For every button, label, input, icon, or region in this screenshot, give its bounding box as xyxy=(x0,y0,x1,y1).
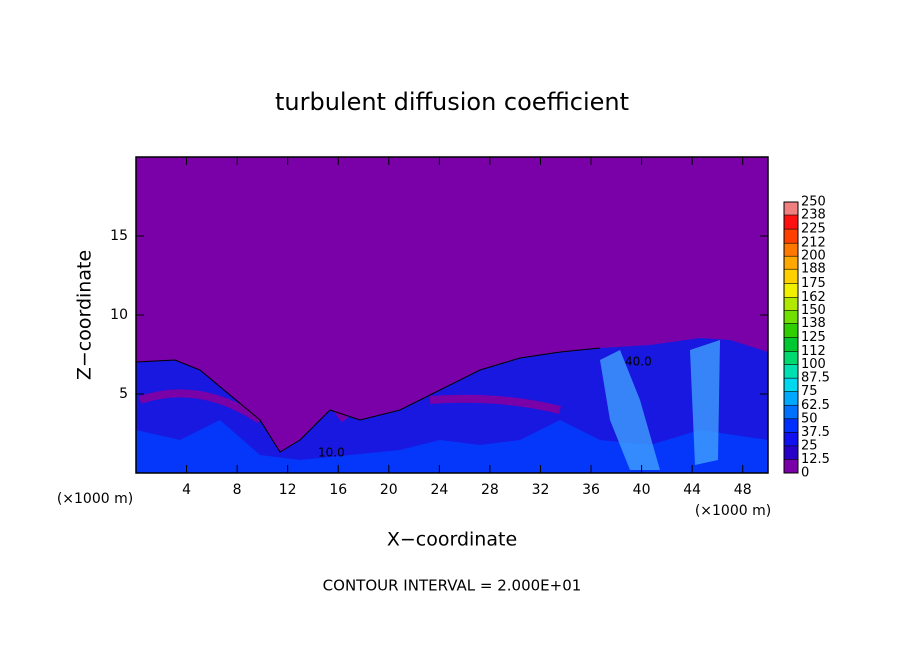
field-shading xyxy=(138,389,561,424)
colorbar-swatch xyxy=(784,337,798,352)
colorbar-label: 125 xyxy=(801,330,826,345)
contour-label: 40.0 xyxy=(625,355,652,369)
colorbar-swatch xyxy=(784,445,798,460)
x-tick-label: 16 xyxy=(329,482,347,498)
field-shading xyxy=(136,420,768,473)
colorbar-swatch xyxy=(784,269,798,284)
colorbar-swatch xyxy=(784,323,798,338)
x-axis-label: X−coordinate xyxy=(387,529,517,551)
colorbar-swatch xyxy=(784,243,798,257)
colorbar-swatch xyxy=(784,202,798,216)
colorbar-label: 250 xyxy=(801,195,826,210)
colorbar-swatch xyxy=(784,256,798,270)
x-tick-label: 8 xyxy=(233,482,242,498)
colorbar-label: 12.5 xyxy=(801,452,830,467)
contour-line xyxy=(135,347,601,453)
colorbar-label: 87.5 xyxy=(801,371,830,386)
footer: CONTOUR INTERVAL = 2.000E+01 xyxy=(323,577,582,595)
colorbar-swatch xyxy=(784,283,798,298)
colorbar-label: 37.5 xyxy=(801,425,830,440)
x-tick-label: 48 xyxy=(734,482,752,498)
colorbar-label: 212 xyxy=(801,236,826,251)
x-tick-label: 24 xyxy=(430,482,448,498)
x-unit-right: (×1000 m) xyxy=(695,503,771,519)
y-axis-label: Z−coordinate xyxy=(74,250,96,380)
colorbar-label: 225 xyxy=(801,222,826,237)
colorbar-label: 200 xyxy=(801,249,826,264)
x-tick-label: 12 xyxy=(279,482,297,498)
colorbar-label: 50 xyxy=(801,411,818,426)
colorbar-swatch xyxy=(784,215,798,230)
field: 40.0 10.0 xyxy=(135,157,768,473)
colorbar-label: 150 xyxy=(801,303,826,318)
x-tick-label: 20 xyxy=(380,482,398,498)
y-tick-label: 5 xyxy=(119,386,128,402)
colorbar-label: 25 xyxy=(801,438,818,453)
colorbar-label: 62.5 xyxy=(801,398,830,413)
colorbar-label: 238 xyxy=(801,208,826,223)
contour-label: 10.0 xyxy=(318,446,345,460)
colorbar-swatch xyxy=(784,351,798,365)
colorbar-swatch xyxy=(784,391,798,406)
x-tick-label: 44 xyxy=(683,482,701,498)
colorbar-swatch xyxy=(784,405,798,419)
colorbar-swatch xyxy=(784,364,798,379)
x-tick-label: 36 xyxy=(582,482,600,498)
colorbar-swatch xyxy=(784,310,798,324)
field-shading xyxy=(600,340,720,470)
colorbar-swatch xyxy=(784,378,798,392)
colorbar-swatch xyxy=(784,297,798,311)
colorbar-swatch xyxy=(784,459,798,473)
colorbar-label: 188 xyxy=(801,262,826,277)
colorbar-label: 138 xyxy=(801,316,826,331)
colorbar-label: 162 xyxy=(801,290,826,305)
colorbar-swatch xyxy=(784,229,798,244)
x-tick-label: 28 xyxy=(481,482,499,498)
colorbar-label: 175 xyxy=(801,276,826,291)
y-tick-label: 10 xyxy=(110,307,128,323)
y-tick-label: 15 xyxy=(110,228,128,244)
colorbar-swatch xyxy=(784,432,798,446)
colorbar-label: 112 xyxy=(801,344,826,359)
x-tick-label: 32 xyxy=(532,482,550,498)
x-tick-label: 4 xyxy=(182,482,191,498)
colorbar-label: 75 xyxy=(801,384,818,399)
x-unit-left: (×1000 m) xyxy=(57,491,133,507)
x-tick-label: 40 xyxy=(633,482,651,498)
colorbar-swatch xyxy=(784,418,798,433)
colorbar-label: 100 xyxy=(801,357,826,372)
chart-title: turbulent diffusion coefficient xyxy=(275,88,629,116)
colorbar-label: 0 xyxy=(801,466,809,481)
